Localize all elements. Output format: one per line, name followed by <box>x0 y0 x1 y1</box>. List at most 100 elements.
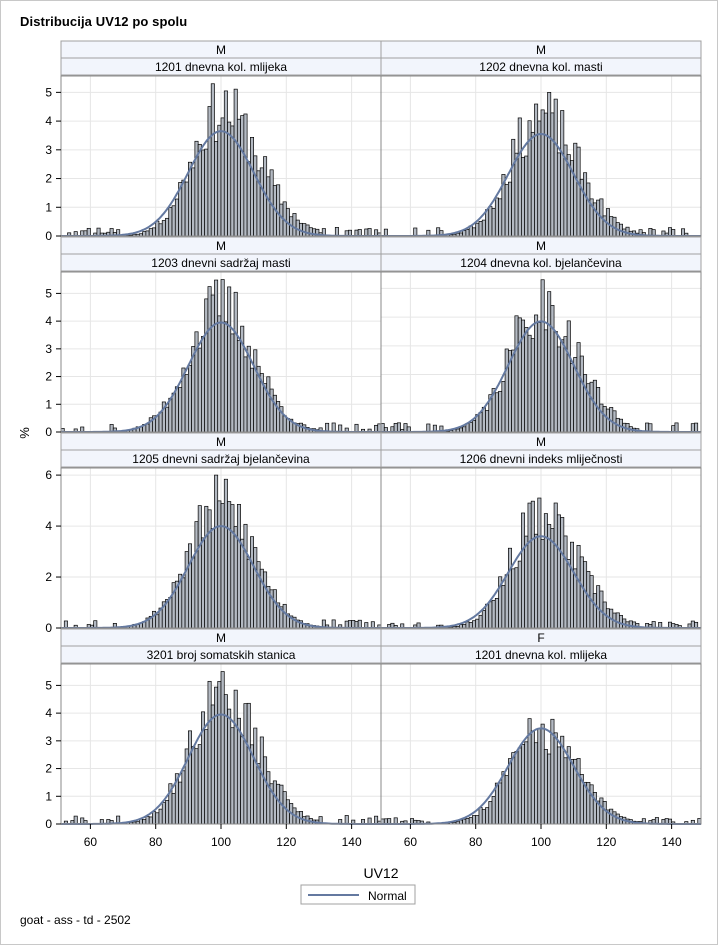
histogram-bar <box>498 390 503 433</box>
panel-trait-label: 1201 dnevna kol. mlijeka <box>155 60 287 74</box>
histogram-bar <box>204 148 209 237</box>
normal-curve <box>381 320 701 433</box>
histogram-bar <box>214 474 219 629</box>
histogram-bar <box>152 811 157 825</box>
x-tick-label: 80 <box>469 835 483 849</box>
histogram-bar <box>259 167 264 237</box>
histogram-bar <box>364 228 369 237</box>
histogram-bar <box>374 815 379 825</box>
histogram-bar <box>184 374 189 433</box>
histogram-bar <box>279 203 284 237</box>
histogram-bar <box>494 782 499 825</box>
x-tick-label: 120 <box>596 835 616 849</box>
histogram-bar <box>540 109 545 237</box>
histogram-bar <box>171 205 176 237</box>
histogram-bar <box>217 315 222 433</box>
histogram-bar <box>488 801 493 825</box>
histogram-bar <box>272 589 277 629</box>
histogram-bar <box>86 227 91 237</box>
histogram-bar <box>194 748 199 825</box>
panel-header-trait <box>380 253 702 272</box>
histogram-bar <box>472 419 477 433</box>
histogram-bar <box>63 620 68 629</box>
histogram-bar <box>197 744 202 825</box>
histogram-bar <box>514 751 519 825</box>
histogram-bar <box>230 504 235 629</box>
histogram-bar <box>214 686 219 825</box>
histogram-bar <box>504 348 509 433</box>
histogram-bar <box>563 535 568 629</box>
histogram-bar <box>204 505 209 629</box>
histogram-bar <box>158 808 163 825</box>
histogram-bar <box>547 92 552 237</box>
y-tick-label: 3 <box>45 143 52 157</box>
histogram-bar <box>233 291 238 433</box>
histogram-bar <box>253 155 258 237</box>
y-tick-label: 1 <box>45 397 52 411</box>
histogram-bar <box>560 339 565 433</box>
histogram-bar <box>504 184 509 237</box>
histogram-bar <box>586 182 591 237</box>
histogram-bar <box>491 599 496 629</box>
histogram-bar <box>609 808 614 825</box>
histogram-bar <box>485 410 490 433</box>
histogram-bar <box>181 577 186 629</box>
histogram-bar <box>243 356 248 433</box>
x-tick-label: 120 <box>276 835 296 849</box>
histogram-bar <box>214 141 219 237</box>
histogram-bar <box>553 331 558 433</box>
histogram-bar <box>266 176 271 237</box>
panel-trait-label: 1205 dnevni sadržaj bjelančevina <box>132 452 310 466</box>
histogram-bar <box>96 227 101 237</box>
histogram-bar <box>207 106 212 237</box>
histogram-bar <box>540 723 545 825</box>
histogram-bar <box>543 513 548 629</box>
histogram-bar <box>171 392 176 433</box>
histogram-bar <box>181 179 186 237</box>
histogram-bar <box>227 708 232 825</box>
histogram-bar <box>491 796 496 825</box>
y-tick-label: 4 <box>45 314 52 328</box>
histogram-bar <box>158 411 163 433</box>
histogram-bar <box>246 702 251 825</box>
histogram-bar <box>481 809 486 825</box>
panel-sex-label: M <box>536 435 546 449</box>
histogram-bar <box>223 321 228 433</box>
histogram-bar <box>491 208 496 237</box>
histogram-bar <box>517 317 522 433</box>
histogram-bar <box>459 427 463 433</box>
histogram-bar <box>543 329 548 433</box>
histogram-bar <box>191 746 196 825</box>
histogram-bar <box>302 223 307 237</box>
histogram-bar <box>351 620 356 629</box>
histogram-bar <box>521 744 526 825</box>
panel-border <box>380 271 702 433</box>
histogram-bar <box>579 556 584 629</box>
histogram-bar <box>197 143 202 237</box>
histogram-bar <box>178 781 183 825</box>
histogram-bar <box>236 118 241 237</box>
histogram-bar <box>498 782 503 825</box>
histogram-bar <box>383 228 388 237</box>
histogram-bar <box>214 279 219 433</box>
histogram-bar <box>527 334 532 433</box>
histogram-bar <box>534 533 539 629</box>
histogram-bar <box>413 227 418 237</box>
histogram-bar <box>504 574 509 629</box>
histogram-bar <box>667 227 672 237</box>
histogram-bar <box>145 230 150 237</box>
y-tick-label: 3 <box>45 734 52 748</box>
histogram-bar <box>220 279 225 433</box>
histogram-bar <box>266 376 271 433</box>
histogram-bar <box>511 349 516 433</box>
histogram-bar <box>142 819 147 825</box>
histogram-bar <box>596 199 601 237</box>
histogram-bar <box>527 502 532 629</box>
histogram-bar <box>145 423 150 433</box>
histogram-bar <box>204 729 209 825</box>
histogram-bar <box>589 381 594 433</box>
histogram-bar <box>181 770 186 825</box>
histogram-bar <box>347 620 352 629</box>
histogram-bar <box>465 621 470 629</box>
histogram-bar <box>570 541 575 629</box>
